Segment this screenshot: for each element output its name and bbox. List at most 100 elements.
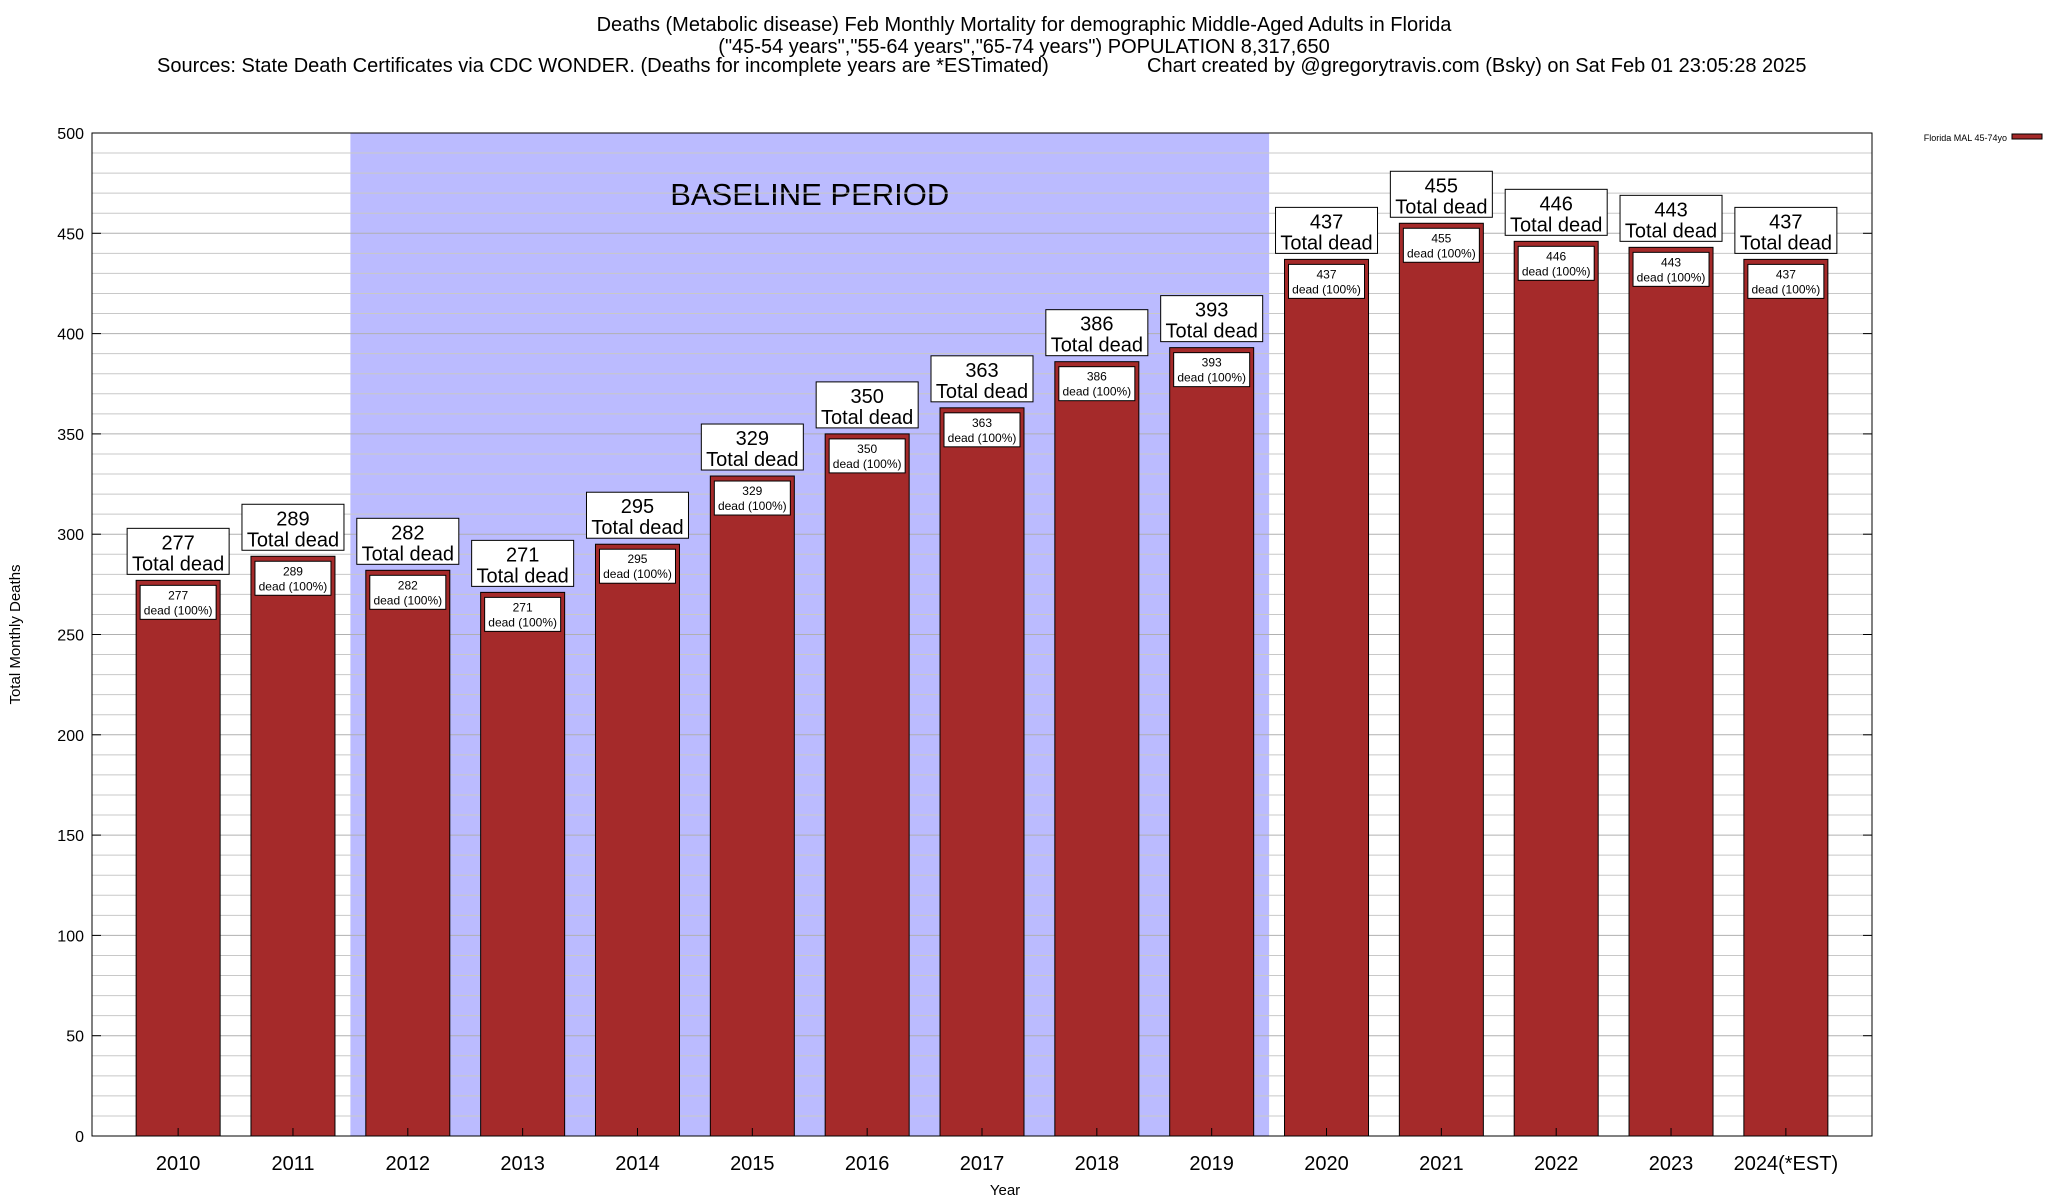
- x-tick-label: 2010: [156, 1153, 201, 1175]
- top-label-value: 437: [1310, 211, 1343, 233]
- inner-label-text: dead (100%): [603, 567, 672, 581]
- bar: [709, 475, 795, 1137]
- top-label-box: [1045, 309, 1149, 357]
- y-tick-label: 100: [57, 928, 84, 945]
- inner-label-text: dead (100%): [1752, 282, 1821, 296]
- top-label-text: Total dead: [1280, 232, 1372, 254]
- bar: [135, 579, 221, 1137]
- top-label-text: Total dead: [132, 553, 224, 575]
- top-label-value: 295: [621, 496, 654, 518]
- inner-label-box: [484, 596, 562, 632]
- inner-label-value: 350: [857, 442, 877, 456]
- inner-label-value: 455: [1431, 231, 1451, 245]
- inner-label-text: dead (100%): [1407, 246, 1476, 260]
- top-label-box: [930, 355, 1034, 403]
- legend: Florida MAL 45-74yo: [1924, 133, 2043, 143]
- top-label-box: [356, 517, 460, 565]
- inner-label-value: 443: [1661, 255, 1681, 269]
- inner-label-box: [1632, 251, 1710, 287]
- top-label-box: [700, 423, 804, 471]
- x-axis-label: Year: [990, 1182, 1020, 1199]
- top-label-value: 443: [1654, 199, 1687, 221]
- top-label-value: 455: [1425, 175, 1458, 197]
- bars: [135, 222, 1829, 1137]
- bar: [1743, 258, 1829, 1137]
- chart-sources: Sources: State Death Certificates via CD…: [157, 55, 1049, 77]
- top-label-box: [1389, 170, 1493, 218]
- top-label-value: 277: [161, 532, 194, 554]
- inner-label-text: dead (100%): [1522, 264, 1591, 278]
- x-tick-label: 2016: [845, 1153, 890, 1175]
- top-label-text: Total dead: [362, 543, 454, 565]
- inner-label-text: dead (100%): [948, 431, 1017, 445]
- top-label-box: [815, 381, 919, 429]
- inner-label-text: dead (100%): [1177, 371, 1246, 385]
- x-tick-label: 2021: [1419, 1153, 1464, 1175]
- y-tick-label: 350: [57, 427, 84, 444]
- top-label-text: Total dead: [936, 381, 1028, 403]
- bar: [1284, 258, 1370, 1137]
- bar: [1628, 246, 1714, 1137]
- chart-title: Deaths (Metabolic disease) Feb Monthly M…: [596, 14, 1452, 36]
- y-tick-label: 450: [57, 226, 84, 243]
- top-label-text: Total dead: [247, 529, 339, 551]
- inner-label-value: 289: [283, 564, 303, 578]
- bar: [365, 569, 451, 1137]
- x-tick-label: 2011: [271, 1153, 314, 1175]
- x-tick-label: 2014: [615, 1153, 660, 1175]
- top-label-value: 282: [391, 522, 424, 544]
- inner-label-box: [1058, 366, 1136, 402]
- top-label-text: Total dead: [591, 517, 683, 539]
- inner-label-text: dead (100%): [144, 603, 213, 617]
- inner-label-box: [828, 438, 906, 474]
- top-label-text: Total dead: [1740, 232, 1832, 254]
- top-label-text: Total dead: [706, 449, 798, 471]
- bar: [1398, 222, 1484, 1137]
- x-tick-label: 2017: [960, 1153, 1005, 1175]
- top-label-text: Total dead: [1166, 321, 1258, 343]
- y-axis-label: Total Monthly Deaths: [7, 564, 24, 704]
- top-label-value: 437: [1769, 211, 1802, 233]
- top-label-box: [1160, 295, 1264, 343]
- baseline-label: BASELINE PERIOD: [670, 177, 949, 212]
- inner-label-box: [713, 480, 791, 516]
- top-label-text: Total dead: [1510, 214, 1602, 236]
- inner-label-box: [943, 412, 1021, 448]
- bar: [1513, 240, 1599, 1137]
- bar: [1169, 347, 1255, 1137]
- inner-label-box: [1173, 352, 1251, 388]
- inner-label-text: dead (100%): [259, 579, 328, 593]
- y-tick-label: 200: [57, 728, 84, 745]
- legend-label: Florida MAL 45-74yo: [1924, 133, 2007, 143]
- inner-label-text: dead (100%): [1637, 270, 1706, 284]
- inner-label-box: [1402, 227, 1480, 263]
- legend-swatch: [2011, 133, 2043, 140]
- top-label-value: 446: [1540, 193, 1573, 215]
- top-label-value: 350: [850, 386, 883, 408]
- inner-label-value: 282: [398, 578, 418, 592]
- x-tick-label: 2019: [1189, 1153, 1234, 1175]
- inner-label-text: dead (100%): [373, 593, 442, 607]
- inner-label-box: [1517, 245, 1595, 281]
- top-label-value: 329: [736, 428, 769, 450]
- inner-label-box: [254, 560, 332, 596]
- axes: 0 50 100 150 200 250 300 350 400 450 500 2010 2011 20…: [7, 126, 1873, 1199]
- inner-label-value: 386: [1087, 370, 1107, 384]
- inner-label-box: [598, 548, 676, 584]
- inner-label-value: 329: [742, 484, 762, 498]
- y-tick-label: 0: [75, 1129, 84, 1146]
- y-tick-label: 250: [57, 628, 84, 645]
- top-label-box: [471, 539, 575, 587]
- top-label-text: Total dead: [1625, 220, 1717, 242]
- top-label-box: [1504, 188, 1608, 236]
- inner-label-box: [1288, 263, 1366, 299]
- y-tick-label: 500: [57, 126, 84, 143]
- top-label-box: [585, 491, 689, 539]
- y-tick-label: 50: [66, 1029, 84, 1046]
- bar: [250, 555, 336, 1137]
- inner-label-text: dead (100%): [718, 499, 787, 513]
- x-tick-label: 2024(*EST): [1734, 1153, 1839, 1175]
- x-tick-label: 2023: [1649, 1153, 1694, 1175]
